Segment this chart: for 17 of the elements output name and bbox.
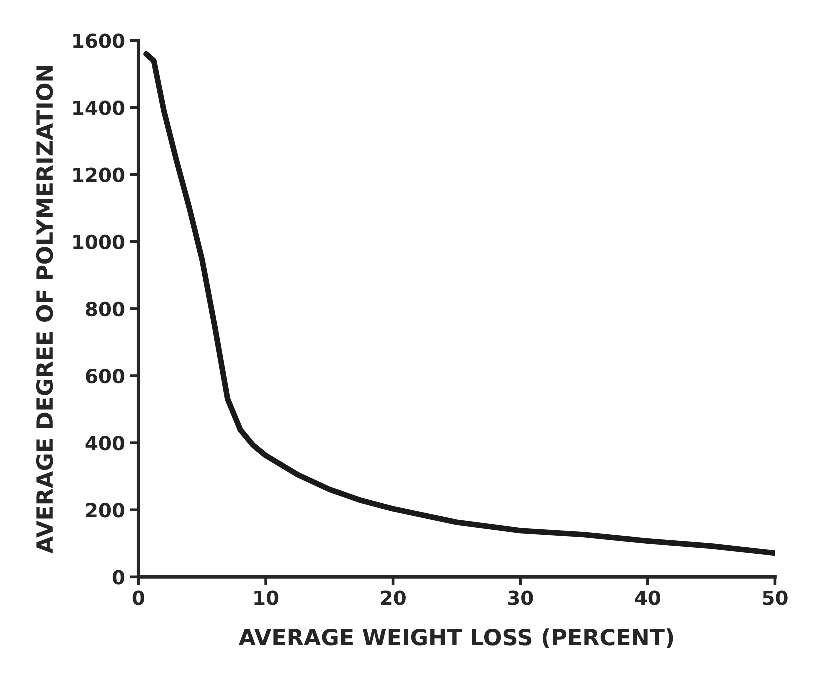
- y-tick-label: 800: [86, 302, 125, 317]
- x-tick-label: 50: [763, 590, 788, 606]
- x-tick-label: 40: [635, 590, 661, 606]
- x-tick-label: 10: [254, 590, 279, 606]
- x-tick-label: 30: [508, 590, 534, 606]
- x-tick-label: 20: [381, 590, 406, 606]
- x-tick-label: 0: [132, 590, 145, 606]
- y-tick-label: 600: [86, 368, 125, 384]
- y-tick-label: 400: [86, 436, 125, 451]
- y-tick-label: 1200: [74, 168, 125, 183]
- y-tick-label: 1600: [74, 34, 125, 48]
- y-tick-label: 1400: [74, 100, 125, 116]
- y-tick-label: 1000: [74, 234, 125, 250]
- y-axis-title: AVERAGE DEGREE OF POLYMERIZATION: [36, 66, 54, 554]
- y-tick-label: 200: [86, 503, 125, 518]
- y-tick-label: 0: [112, 570, 125, 585]
- x-axis-title: AVERAGE WEIGHT LOSS (PERCENT): [238, 628, 674, 648]
